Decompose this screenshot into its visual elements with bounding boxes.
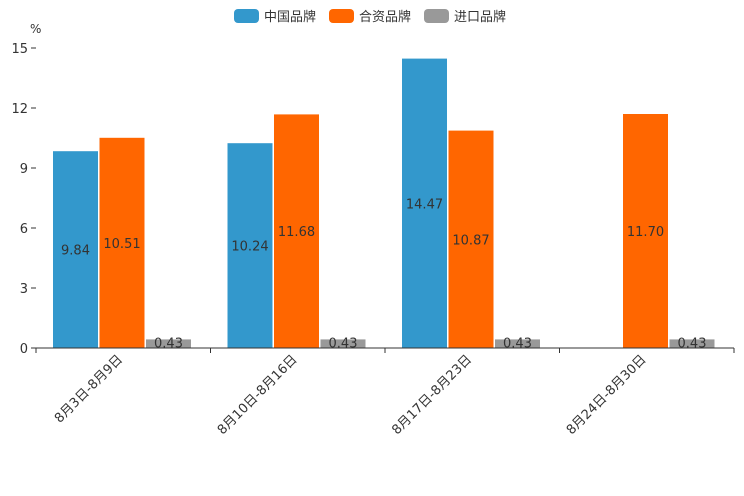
bar-1-0[interactable]: [99, 137, 145, 348]
y-tick-label-1: 3: [20, 282, 28, 297]
data-label-0-1: 10.24: [231, 240, 268, 255]
x-axis: 8月3日-8月9日 8月10日-8月16日 8月17日-8月23日 8月24日-8月3…: [35, 347, 735, 438]
bar-2-0[interactable]: [146, 339, 191, 348]
x-tick-label-3: 8月24日-8月30日: [564, 352, 650, 438]
legend-swatch-2[interactable]: [424, 9, 449, 23]
data-label-2-0: 0.43: [154, 337, 183, 352]
data-label-0-0: 9.84: [61, 244, 90, 259]
data-label-2-3: 0.43: [678, 337, 707, 352]
bar-1-2[interactable]: [448, 130, 494, 348]
y-tick-label-4: 12: [11, 102, 28, 117]
y-tick-label-5: 15: [11, 42, 28, 57]
x-tick-label-1: 8月10日-8月16日: [215, 352, 301, 438]
y-tick-label-2: 6: [20, 222, 28, 237]
bar-1-1[interactable]: [274, 114, 319, 349]
bars: 9.84 10.51 0.43 10.24 11.68 0.43 14.47 10.87 0.4…: [53, 58, 715, 352]
bar-2-2[interactable]: [495, 339, 540, 348]
data-label-0-2: 14.47: [406, 197, 443, 212]
data-label-2-2: 0.43: [503, 337, 532, 352]
data-label-2-1: 0.43: [329, 337, 358, 352]
data-label-1-2: 10.87: [452, 233, 489, 248]
bar-0-0[interactable]: [53, 151, 98, 348]
y-axis-unit: %: [30, 22, 41, 36]
legend-label-1: 合资品牌: [359, 9, 411, 25]
bar-2-1[interactable]: [320, 339, 366, 348]
y-tick-label-0: 0: [20, 342, 28, 357]
y-axis: 0 3 6 9 12 15: [11, 42, 36, 357]
data-label-1-0: 10.51: [103, 237, 140, 252]
bar-2-3[interactable]: [669, 339, 715, 348]
legend-label-0: 中国品牌: [264, 9, 316, 25]
x-tick-label-0: 8月3日-8月9日: [52, 352, 126, 426]
bar-0-2[interactable]: [402, 58, 447, 348]
data-label-1-1: 11.68: [278, 225, 315, 240]
bar-0-1[interactable]: [227, 143, 273, 348]
bar-1-3[interactable]: [623, 114, 668, 348]
legend-swatch-1[interactable]: [329, 9, 354, 23]
legend: 中国品牌 合资品牌 进口品牌: [234, 9, 506, 25]
data-label-1-3: 11.70: [627, 225, 664, 240]
legend-swatch-0[interactable]: [234, 9, 259, 23]
y-tick-label-3: 9: [20, 162, 28, 177]
x-tick-label-2: 8月17日-8月23日: [389, 352, 475, 438]
legend-label-2: 进口品牌: [454, 9, 506, 25]
